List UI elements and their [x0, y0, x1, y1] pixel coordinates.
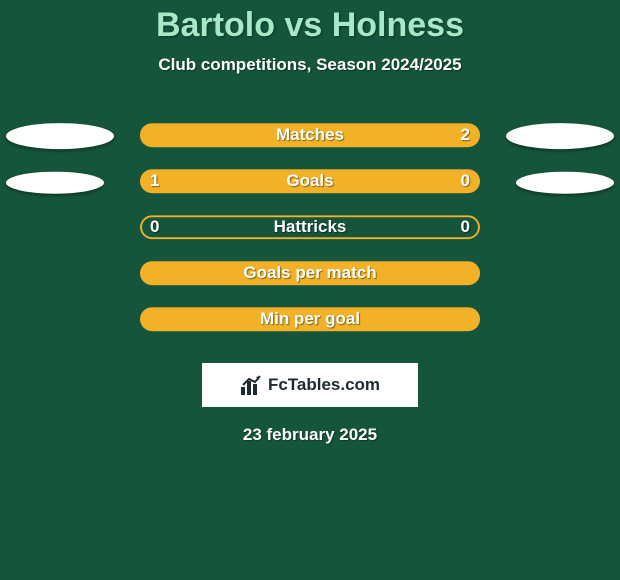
comparison-infographic: Bartolo vs Holness Club competitions, Se… — [0, 0, 620, 580]
stat-bar: 2 Matches — [140, 123, 480, 147]
vs-text: vs — [284, 6, 322, 44]
bar-value-right: 0 — [461, 217, 470, 237]
stat-rows: 2 Matches 1 0 Goals 0 0 Hattricks Goals per matc… — [0, 117, 620, 347]
stat-row: 0 0 Hattricks — [0, 209, 620, 255]
player2-photo-oval — [516, 172, 614, 194]
bar-label: Goals per match — [243, 263, 376, 283]
brand-box: FcTables.com — [202, 363, 418, 407]
player1-photo-oval — [6, 172, 104, 194]
bar-value-left: 1 — [150, 171, 159, 191]
stat-bar: 1 0 Goals — [140, 169, 480, 193]
bar-value-left: 0 — [150, 217, 159, 237]
player1-name: Bartolo — [156, 6, 275, 44]
bar-label: Matches — [276, 125, 344, 145]
stat-row: 1 0 Goals — [0, 163, 620, 209]
bar-value-right: 2 — [461, 125, 470, 145]
brand-text: FcTables.com — [268, 375, 380, 395]
bar-fill-left — [140, 169, 398, 193]
brand-chart-icon — [240, 375, 262, 395]
stat-bar: Min per goal — [140, 307, 480, 331]
stat-row: 2 Matches — [0, 117, 620, 163]
player2-photo-oval — [506, 123, 614, 149]
date-text: 23 february 2025 — [0, 425, 620, 445]
subtitle: Club competitions, Season 2024/2025 — [0, 55, 620, 75]
stat-row: Goals per match — [0, 255, 620, 301]
player2-name: Holness — [332, 6, 464, 44]
bar-label: Hattricks — [274, 217, 347, 237]
bar-value-right: 0 — [461, 171, 470, 191]
bar-label: Goals — [286, 171, 333, 191]
bar-label: Min per goal — [260, 309, 360, 329]
stat-bar: 0 0 Hattricks — [140, 215, 480, 239]
stat-bar: Goals per match — [140, 261, 480, 285]
stat-row: Min per goal — [0, 301, 620, 347]
page-title: Bartolo vs Holness — [0, 0, 620, 45]
player1-photo-oval — [6, 123, 114, 149]
